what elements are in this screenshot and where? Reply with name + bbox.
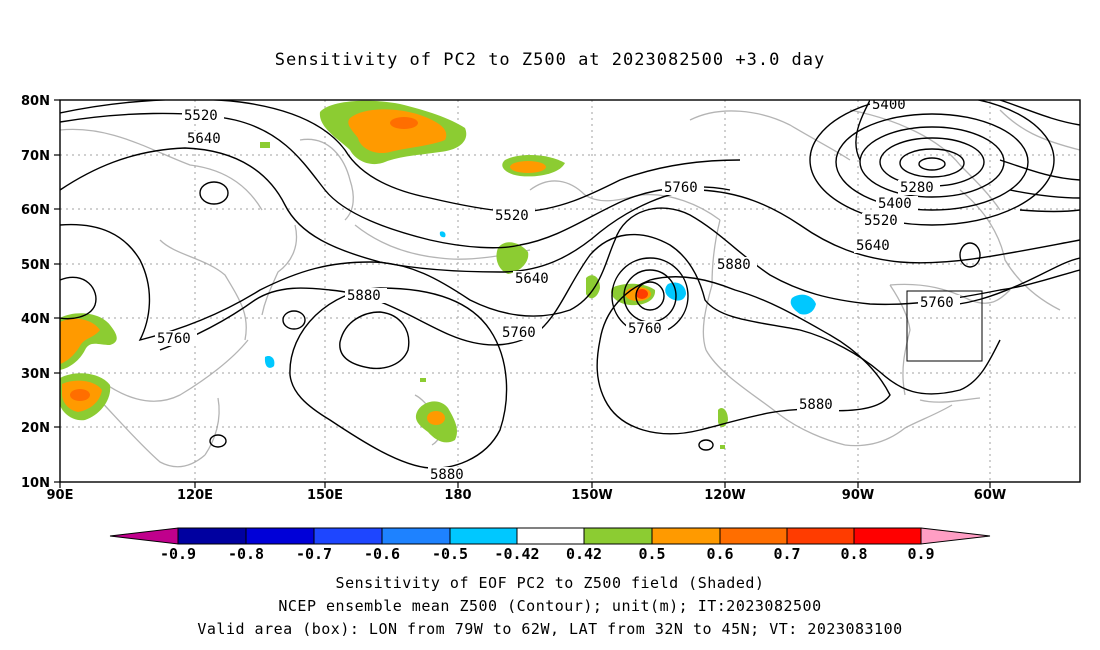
contour-label: 5640 (515, 271, 549, 287)
colorbar-cell (381, 527, 451, 545)
contour-label: 5880 (430, 467, 464, 483)
colorbar (109, 527, 991, 545)
lat-label: 60N (21, 203, 50, 218)
lon-label: 180 (444, 488, 471, 503)
colorbar-high-triangle (920, 527, 991, 545)
lon-label: 150W (571, 488, 612, 503)
contour-label: 5520 (495, 208, 529, 224)
colorbar-cell (853, 527, 922, 545)
contour-label: 5760 (920, 295, 954, 311)
tick-marks (54, 99, 991, 488)
lat-label: 50N (21, 258, 50, 273)
contour-label: 5760 (157, 331, 191, 347)
lat-label: 40N (21, 312, 50, 327)
caption-valid-area: Valid area (box): LON from 79W to 62W, L… (197, 620, 903, 638)
colorbar-cell (449, 527, 518, 545)
contour-label: 5760 (502, 325, 536, 341)
lon-label: 120W (704, 488, 745, 503)
contour-label: 5400 (878, 196, 912, 212)
contour-label: 5880 (717, 257, 751, 273)
contour-label: 5520 (864, 213, 898, 229)
colorbar-label: -0.6 (364, 545, 400, 563)
colorbar-cell (313, 527, 383, 545)
colorbar-label: -0.7 (296, 545, 332, 563)
contour-label: 5520 (184, 108, 218, 124)
contour-label: 5640 (187, 131, 221, 147)
colorbar-cell (719, 527, 788, 545)
lat-label: 20N (21, 421, 50, 436)
colorbar-label: -0.5 (432, 545, 468, 563)
colorbar-cell (245, 527, 315, 545)
colorbar-label: 0.5 (638, 545, 665, 563)
lat-label: 70N (21, 149, 50, 164)
colorbar-label: 0.6 (706, 545, 733, 563)
colorbar-label: -0.9 (160, 545, 196, 563)
plot-frame (59, 99, 1081, 483)
lat-label: 30N (21, 367, 50, 382)
contour-label: 5760 (664, 180, 698, 196)
colorbar-cell (177, 527, 247, 545)
z500-contours (60, 100, 1080, 469)
longitude-labels: 90E 120E 150E 180 150W 120W 90W 60W (47, 488, 1007, 503)
colorbar-label: -0.42 (494, 545, 539, 563)
colorbar-label: 0.8 (840, 545, 867, 563)
contour-label: 5280 (900, 180, 934, 196)
colorbar-cell (516, 527, 585, 545)
colorbar-cell (583, 527, 653, 545)
colorbar-label: 0.42 (566, 545, 602, 563)
colorbar-cell (651, 527, 721, 545)
contour-labels: 5520 5640 5760 5880 5520 5640 5760 5760 … (155, 97, 960, 483)
valid-area-box (906, 290, 983, 362)
lon-label: 90E (47, 488, 74, 503)
lat-label: 10N (21, 476, 50, 491)
colorbar-label: 0.7 (773, 545, 800, 563)
contour-label: 5400 (872, 97, 906, 113)
contour-label: 5760 (628, 321, 662, 337)
lon-label: 90W (842, 488, 874, 503)
lon-label: 60W (974, 488, 1006, 503)
map-title: Sensitivity of PC2 to Z500 at 2023082500… (274, 50, 826, 70)
caption-shading: Sensitivity of EOF PC2 to Z500 field (Sh… (335, 574, 765, 592)
contour-label: 5880 (799, 397, 833, 413)
caption-contour: NCEP ensemble mean Z500 (Contour); unit(… (278, 597, 822, 615)
colorbar-low-triangle (109, 527, 179, 545)
colorbar-label: -0.8 (228, 545, 264, 563)
contour-label: 5640 (856, 238, 890, 254)
latitude-labels: 80N 70N 60N 50N 40N 30N 20N 10N (21, 94, 50, 491)
colorbar-label: 0.9 (907, 545, 934, 563)
positive-sensitivity-shading (60, 100, 728, 449)
lon-label: 120E (177, 488, 213, 503)
lat-label: 80N (21, 94, 50, 109)
contour-label: 5880 (347, 288, 381, 304)
lon-label: 150E (307, 488, 343, 503)
colorbar-labels: -0.9 -0.8 -0.7 -0.6 -0.5 -0.42 0.42 0.5 … (160, 545, 935, 563)
colorbar-cell (786, 527, 855, 545)
